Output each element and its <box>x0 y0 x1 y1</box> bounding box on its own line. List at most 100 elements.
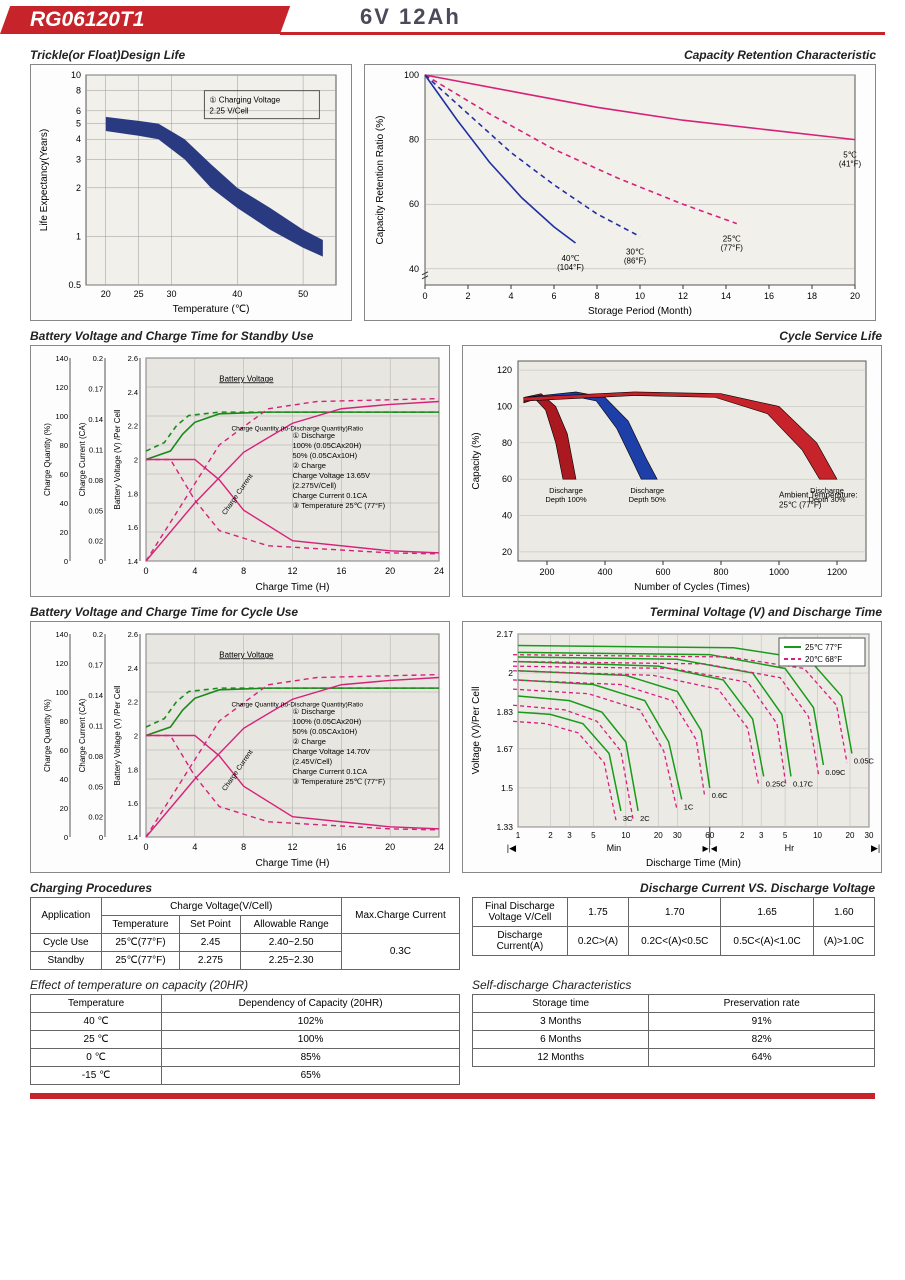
retention-chart: 024681012141618204060801005℃(41°F)25℃(77… <box>364 64 876 321</box>
svg-text:0: 0 <box>143 842 148 852</box>
svg-text:24: 24 <box>434 566 444 576</box>
svg-text:20: 20 <box>502 547 512 557</box>
svg-text:25: 25 <box>134 289 144 299</box>
svg-text:0.08: 0.08 <box>88 752 103 761</box>
svg-text:1200: 1200 <box>827 567 847 577</box>
terminal-chart: 1.331.51.671.8322.1712351020306023510203… <box>462 621 882 873</box>
table-row: 25 ℃100% <box>31 1031 460 1049</box>
svg-text:Charge Current (CA): Charge Current (CA) <box>78 422 87 496</box>
svg-text:2.4: 2.4 <box>128 388 138 397</box>
svg-text:Storage Period (Month): Storage Period (Month) <box>588 306 692 317</box>
battery-spec: 6V 12Ah <box>360 4 461 30</box>
svg-text:3: 3 <box>76 154 81 164</box>
svg-text:Hr: Hr <box>785 843 795 853</box>
tempcap-title: Effect of temperature on capacity (20HR) <box>30 978 460 992</box>
svg-text:50: 50 <box>298 289 308 299</box>
cycle-title: Battery Voltage and Charge Time for Cycl… <box>30 605 450 619</box>
table-row: 0 ℃85% <box>31 1049 460 1067</box>
svg-text:20: 20 <box>385 566 395 576</box>
svg-text:0.25C: 0.25C <box>766 779 787 788</box>
svg-text:Battery Voltage (V) /Per Cell: Battery Voltage (V) /Per Cell <box>113 409 122 509</box>
svg-text:1C: 1C <box>684 802 694 811</box>
svg-text:2.17: 2.17 <box>496 629 513 639</box>
cyclelife-title: Cycle Service Life <box>462 329 882 343</box>
svg-text:Charge Quantity (%): Charge Quantity (%) <box>43 699 52 772</box>
svg-text:0: 0 <box>64 557 68 566</box>
charging-title: Charging Procedures <box>30 881 460 895</box>
th-app: Application <box>31 898 102 934</box>
svg-text:40: 40 <box>502 511 512 521</box>
svg-text:1.4: 1.4 <box>128 833 138 842</box>
svg-text:20: 20 <box>654 831 663 840</box>
dischargev-table: Final Discharge Voltage V/Cell 1.75 1.70… <box>472 897 875 956</box>
svg-text:20: 20 <box>101 289 111 299</box>
svg-text:0.5: 0.5 <box>68 280 81 290</box>
svg-text:1.6: 1.6 <box>128 799 138 808</box>
svg-text:1.4: 1.4 <box>128 557 138 566</box>
svg-text:1.8: 1.8 <box>128 765 138 774</box>
svg-text:600: 600 <box>655 567 670 577</box>
svg-text:20: 20 <box>385 842 395 852</box>
svg-text:(2.275V/Cell): (2.275V/Cell) <box>293 481 337 490</box>
svg-text:0: 0 <box>99 557 103 566</box>
svg-text:120: 120 <box>55 383 68 392</box>
svg-text:2: 2 <box>465 291 470 301</box>
svg-text:Capacity Retention Ratio (%): Capacity Retention Ratio (%) <box>375 116 386 245</box>
th-temp: Temperature <box>101 916 180 934</box>
svg-text:(41°F): (41°F) <box>839 160 862 169</box>
svg-text:0.09C: 0.09C <box>825 768 846 777</box>
svg-text:Discharge Time (Min): Discharge Time (Min) <box>646 858 741 869</box>
svg-text:0.02: 0.02 <box>88 537 103 546</box>
svg-text:30℃: 30℃ <box>626 248 644 257</box>
svg-text:50% (0.05CAx10H): 50% (0.05CAx10H) <box>293 451 358 460</box>
svg-text:0.02: 0.02 <box>88 813 103 822</box>
svg-text:2.25 V/Cell: 2.25 V/Cell <box>209 107 248 116</box>
svg-text:2.6: 2.6 <box>128 354 138 363</box>
svg-text:24: 24 <box>434 842 444 852</box>
svg-text:60: 60 <box>409 199 419 209</box>
svg-text:20℃ 68°F: 20℃ 68°F <box>805 655 842 664</box>
svg-text:6: 6 <box>551 291 556 301</box>
svg-text:Charge Voltage 13.65V: Charge Voltage 13.65V <box>293 471 371 480</box>
svg-text:1.8: 1.8 <box>128 489 138 498</box>
svg-text:25℃ (77°F): 25℃ (77°F) <box>779 500 822 509</box>
th-sp: Set Point <box>180 916 241 934</box>
svg-text:2: 2 <box>548 831 553 840</box>
svg-text:1.33: 1.33 <box>496 822 513 832</box>
svg-text:0.17: 0.17 <box>88 660 103 669</box>
svg-text:400: 400 <box>597 567 612 577</box>
svg-text:Charge Current (CA): Charge Current (CA) <box>78 698 87 772</box>
svg-text:Charge Current 0.1CA: Charge Current 0.1CA <box>293 491 368 500</box>
svg-text:2: 2 <box>508 668 513 678</box>
cycle-chart: 04812162024020406080100120140Charge Quan… <box>30 621 450 873</box>
svg-text:Battery Voltage (V) /Per Cell: Battery Voltage (V) /Per Cell <box>113 685 122 785</box>
svg-text:▶|: ▶| <box>871 843 880 853</box>
svg-text:Battery Voltage: Battery Voltage <box>219 650 274 659</box>
svg-text:0.11: 0.11 <box>89 721 103 730</box>
footer-bar <box>30 1093 875 1099</box>
svg-text:10: 10 <box>621 831 630 840</box>
svg-text:Min: Min <box>607 843 622 853</box>
svg-text:100: 100 <box>497 401 512 411</box>
svg-text:25℃: 25℃ <box>723 235 741 244</box>
svg-text:Discharge: Discharge <box>630 486 664 495</box>
svg-text:10: 10 <box>813 831 822 840</box>
svg-text:① Charging Voltage: ① Charging Voltage <box>209 96 280 105</box>
svg-text:12: 12 <box>287 842 297 852</box>
svg-text:100: 100 <box>404 70 419 80</box>
svg-text:20: 20 <box>60 804 68 813</box>
header-rule <box>280 32 885 35</box>
svg-text:0.11: 0.11 <box>89 445 103 454</box>
svg-text:2.4: 2.4 <box>128 664 138 673</box>
svg-text:Depth 100%: Depth 100% <box>545 495 587 504</box>
svg-text:12: 12 <box>678 291 688 301</box>
svg-text:100: 100 <box>55 688 68 697</box>
svg-text:0.6C: 0.6C <box>712 791 728 800</box>
svg-text:100: 100 <box>55 412 68 421</box>
table-row: 3 Months91% <box>473 1013 875 1031</box>
svg-text:0.17: 0.17 <box>88 384 103 393</box>
svg-text:3C: 3C <box>623 814 633 823</box>
svg-text:18: 18 <box>807 291 817 301</box>
svg-text:Charge Quantity (%): Charge Quantity (%) <box>43 423 52 496</box>
svg-text:① Discharge: ① Discharge <box>293 431 336 440</box>
